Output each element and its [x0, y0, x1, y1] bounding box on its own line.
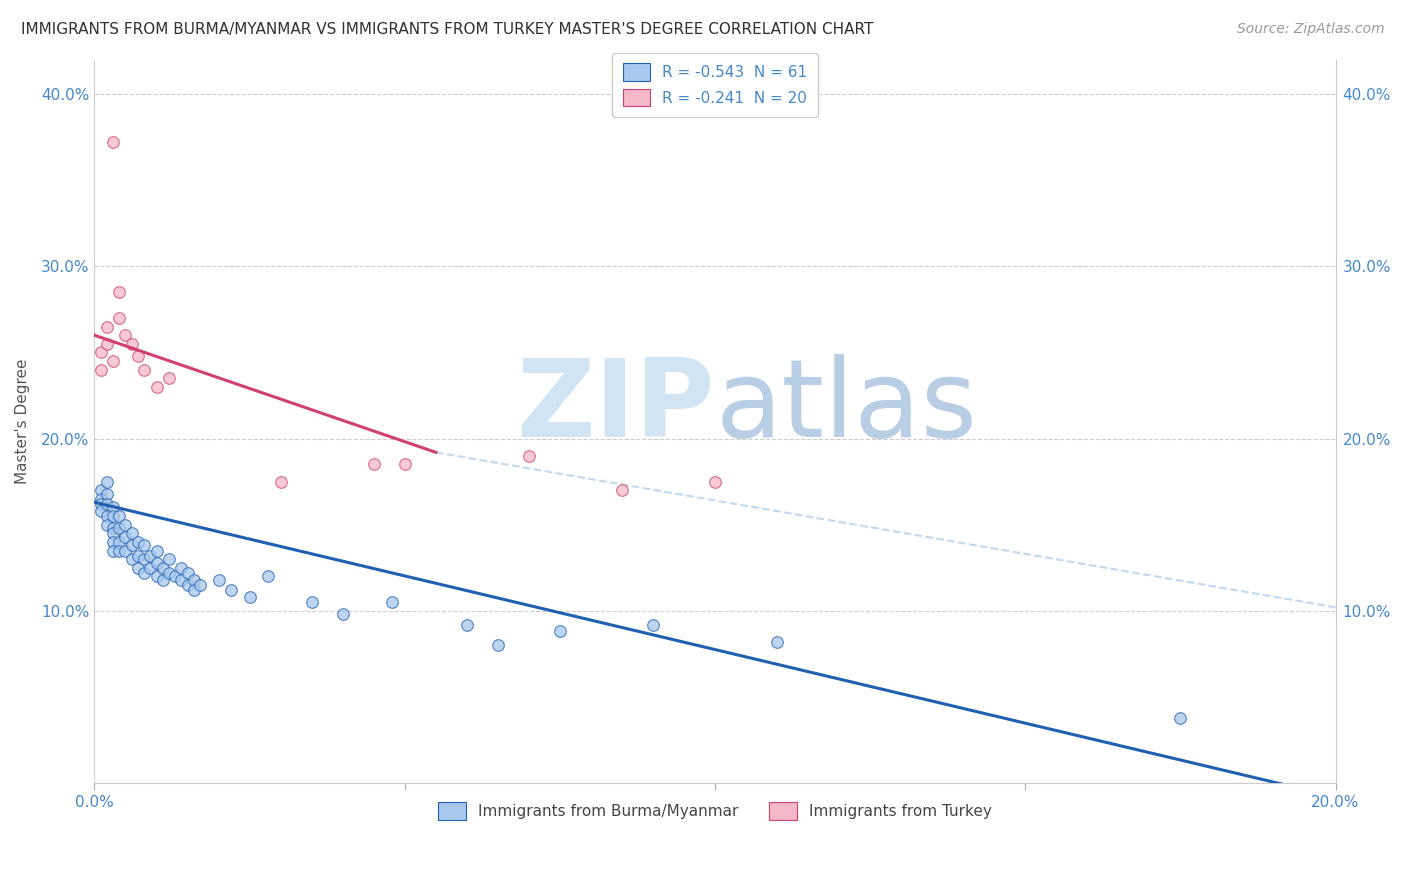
Point [456, 617, 478, 632]
Point [90, 362, 112, 376]
Point [121, 552, 143, 566]
Point [121, 526, 143, 541]
Point [152, 573, 174, 587]
Point [108, 521, 131, 535]
Point [134, 566, 156, 580]
Point [108, 509, 131, 524]
Point [183, 573, 205, 587]
Point [145, 543, 167, 558]
Point [101, 500, 124, 515]
Point [176, 578, 198, 592]
Text: IMMIGRANTS FROM BURMA/MYANMAR VS IMMIGRANTS FROM TURKEY MASTER'S DEGREE CORRELAT: IMMIGRANTS FROM BURMA/MYANMAR VS IMMIGRA… [21, 22, 873, 37]
Point [101, 535, 124, 549]
Point [96, 336, 118, 351]
Point [101, 526, 124, 541]
Point [108, 310, 131, 325]
Point [127, 349, 149, 363]
Point [219, 583, 242, 598]
Point [548, 624, 571, 639]
Point [157, 552, 180, 566]
Point [704, 475, 727, 489]
Point [114, 328, 136, 343]
Point [170, 573, 193, 587]
Point [108, 543, 131, 558]
Point [170, 560, 193, 574]
Point [114, 517, 136, 532]
Text: ZIP: ZIP [516, 354, 716, 460]
Point [381, 595, 404, 609]
Point [145, 380, 167, 394]
Point [134, 362, 156, 376]
Point [152, 560, 174, 574]
Point [145, 556, 167, 570]
Point [239, 590, 262, 604]
Point [183, 583, 205, 598]
Point [157, 371, 180, 385]
Point [176, 566, 198, 580]
Point [157, 566, 180, 580]
Point [394, 458, 416, 472]
Point [127, 560, 149, 574]
Point [96, 475, 118, 489]
Point [139, 560, 162, 574]
Point [610, 483, 633, 498]
Point [96, 517, 118, 532]
Point [101, 521, 124, 535]
Point [114, 543, 136, 558]
Point [139, 549, 162, 563]
Point [101, 136, 124, 150]
Point [114, 530, 136, 544]
Point [517, 449, 540, 463]
Point [332, 607, 354, 622]
Point [121, 538, 143, 552]
Point [90, 483, 112, 498]
Point [301, 595, 323, 609]
Point [108, 285, 131, 300]
Point [257, 569, 280, 583]
Point [188, 578, 211, 592]
Point [121, 336, 143, 351]
Point [90, 504, 112, 518]
Point [96, 497, 118, 511]
Point [90, 345, 112, 359]
Point [96, 319, 118, 334]
Point [766, 635, 789, 649]
Point [486, 638, 509, 652]
Point [108, 535, 131, 549]
Point [96, 509, 118, 524]
Point [101, 354, 124, 368]
Point [90, 491, 112, 506]
Point [134, 552, 156, 566]
Text: Source: ZipAtlas.com: Source: ZipAtlas.com [1237, 22, 1385, 37]
Point [207, 573, 229, 587]
Point [96, 486, 118, 500]
Point [165, 569, 187, 583]
Point [127, 549, 149, 563]
Point [363, 458, 385, 472]
Point [134, 538, 156, 552]
Point [1170, 710, 1192, 724]
Point [145, 569, 167, 583]
Text: atlas: atlas [716, 354, 977, 460]
Legend: Immigrants from Burma/Myanmar, Immigrants from Turkey: Immigrants from Burma/Myanmar, Immigrant… [432, 797, 998, 826]
Point [101, 509, 124, 524]
Y-axis label: Master's Degree: Master's Degree [15, 359, 30, 484]
Point [641, 617, 664, 632]
Point [101, 543, 124, 558]
Point [270, 475, 292, 489]
Point [90, 497, 112, 511]
Point [127, 535, 149, 549]
